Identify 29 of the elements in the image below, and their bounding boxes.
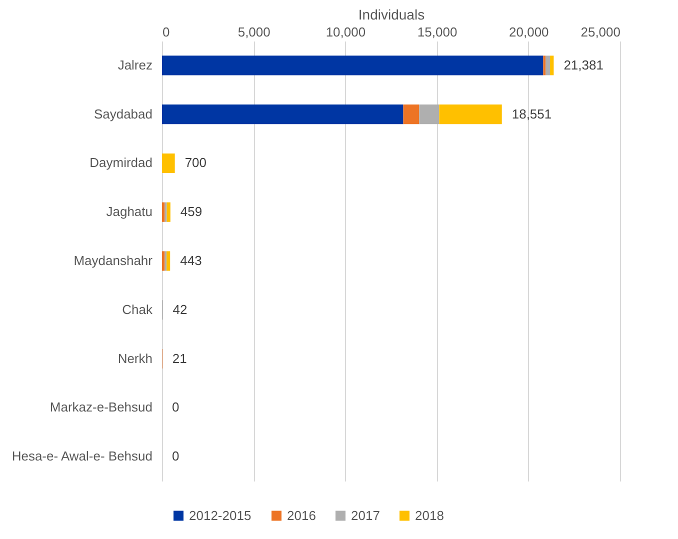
legend-label: 2018 [415,508,444,523]
x-tick-label: 25,000 [580,24,620,40]
y-tick-label: Jaghatu [106,204,152,220]
x-axis-title: Individuals [358,6,425,22]
x-tick-label: 20,000 [509,24,549,40]
legend-label: 2016 [287,508,316,523]
total-label: 42 [172,302,188,317]
x-tick-label: 0 [162,24,170,40]
y-tick-label: Chak [122,302,153,317]
y-tick-label: Markaz-e-Behsud [50,400,152,415]
y-tick-label: Saydabad [94,106,152,122]
total-label: 18,551 [512,106,552,122]
y-tick-label: Daymirdad [90,155,152,170]
y-tick-label: Jalrez [118,57,152,72]
total-label: 700 [184,155,207,170]
x-tick-label: 10,000 [326,24,366,40]
total-label: 0 [172,400,180,415]
y-tick-label: Hesa-e- Awal-e- Behsud [12,448,152,464]
total-label: 21,381 [564,57,604,72]
legend-label: 2017 [351,508,380,523]
total-label: 443 [180,253,202,268]
legend-label: 2012-2015 [189,508,252,523]
y-tick-label: Maydanshahr [74,253,154,268]
y-tick-label: Nerkh [118,350,152,366]
total-label: 21 [172,350,187,366]
total-label: 459 [180,204,202,220]
x-tick-label: 5,000 [238,24,270,40]
x-tick-label: 15,000 [417,24,458,40]
total-label: 0 [172,448,180,464]
